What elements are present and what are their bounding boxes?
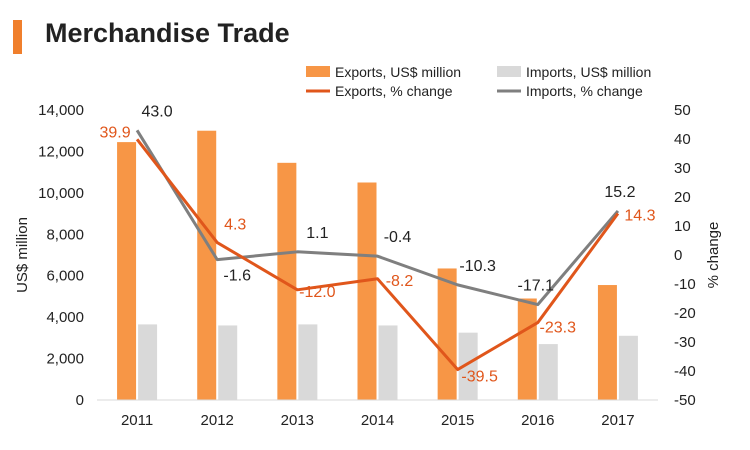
x-tick-label: 2016: [521, 412, 554, 429]
y2-axis-title: % change: [705, 222, 722, 289]
exports-bar: [277, 162, 297, 400]
imports-bar: [458, 332, 478, 400]
imports-pct-label: -10.3: [459, 258, 496, 275]
y2-tick-label: 0: [674, 247, 682, 264]
y2-tick-label: -30: [674, 334, 696, 351]
chart-title: Merchandise Trade: [45, 18, 290, 48]
y-tick-label: 6,000: [46, 268, 84, 285]
data-labels-group: 39.9 4.3 -12.0 -8.2 -39.5 -23.3 14.3 43.0 -1.6 1.…: [100, 103, 656, 385]
legend: Exports, US$ million Imports, US$ million…: [306, 64, 651, 99]
imports-bar: [378, 325, 398, 400]
y2-tick-label: 10: [674, 218, 691, 235]
exports-bar: [517, 298, 537, 400]
imports-bar: [298, 324, 318, 400]
y2-tick-label: 50: [674, 102, 691, 119]
y2-tick-label: -40: [674, 363, 696, 380]
x-tick-label: 2012: [201, 412, 234, 429]
x-tick-label: 2013: [281, 412, 314, 429]
exports-pct-label: 4.3: [224, 217, 246, 234]
imports-pct-label: -17.1: [518, 278, 555, 295]
imports-bar: [218, 325, 238, 400]
exports-pct-label: -39.5: [461, 369, 498, 386]
exports-pct-label: -23.3: [540, 320, 577, 337]
x-tick-label: 2017: [601, 412, 634, 429]
y-axis-title: US$ million: [14, 217, 31, 293]
bars-group: [117, 130, 638, 400]
exports-pct-label: -8.2: [386, 273, 414, 290]
legend-label-imports-line: Imports, % change: [526, 83, 643, 99]
exports-pct-label: 14.3: [624, 208, 655, 225]
imports-pct-label: -1.6: [223, 268, 251, 285]
exports-bar: [597, 285, 617, 400]
imports-pct-label: -0.4: [384, 229, 412, 246]
legend-swatch-exports-bar: [306, 66, 330, 77]
exports-bar: [357, 182, 377, 400]
imports-pct-label: 43.0: [142, 103, 173, 120]
exports-bar: [117, 142, 137, 400]
imports-bar: [138, 324, 158, 400]
legend-label-exports-line: Exports, % change: [335, 83, 453, 99]
imports-pct-label: 15.2: [604, 184, 635, 201]
exports-bar: [437, 268, 457, 400]
y2-tick-label: 20: [674, 189, 691, 206]
y2-tick-label: 40: [674, 131, 691, 148]
imports-pct-line: [135, 129, 620, 307]
exports-pct-label: 39.9: [100, 124, 131, 141]
y2-tick-label: 30: [674, 160, 691, 177]
imports-bar: [618, 335, 638, 400]
y-tick-label: 10,000: [38, 185, 84, 202]
y2-tick-label: -50: [674, 392, 696, 409]
exports-pct-label: -12.0: [299, 284, 336, 301]
x-tick-label: 2015: [441, 412, 474, 429]
exports-bar: [197, 130, 217, 400]
y-tick-label: 0: [76, 392, 84, 409]
y-tick-label: 14,000: [38, 102, 84, 119]
y2-tick-label: -10: [674, 276, 696, 293]
axes-group: 2011 2012 2013 2014 2015 2016 2017 0 2,000 4,000 6…: [14, 102, 722, 429]
y-tick-label: 2,000: [46, 351, 84, 368]
legend-label-exports-bar: Exports, US$ million: [335, 64, 461, 80]
title-accent-bar: [13, 20, 22, 54]
y2-tick-label: -20: [674, 305, 696, 322]
imports-bar: [538, 344, 558, 400]
lines-group: [135, 129, 620, 372]
legend-swatch-imports-bar: [497, 66, 521, 77]
x-tick-label: 2014: [361, 412, 394, 429]
x-tick-label: 2011: [121, 412, 153, 429]
y-tick-label: 8,000: [46, 226, 84, 243]
y-tick-label: 4,000: [46, 309, 84, 326]
imports-pct-label: 1.1: [306, 225, 328, 242]
exports-pct-line: [135, 138, 620, 372]
legend-label-imports-bar: Imports, US$ million: [526, 64, 651, 80]
y-tick-label: 12,000: [38, 143, 84, 160]
